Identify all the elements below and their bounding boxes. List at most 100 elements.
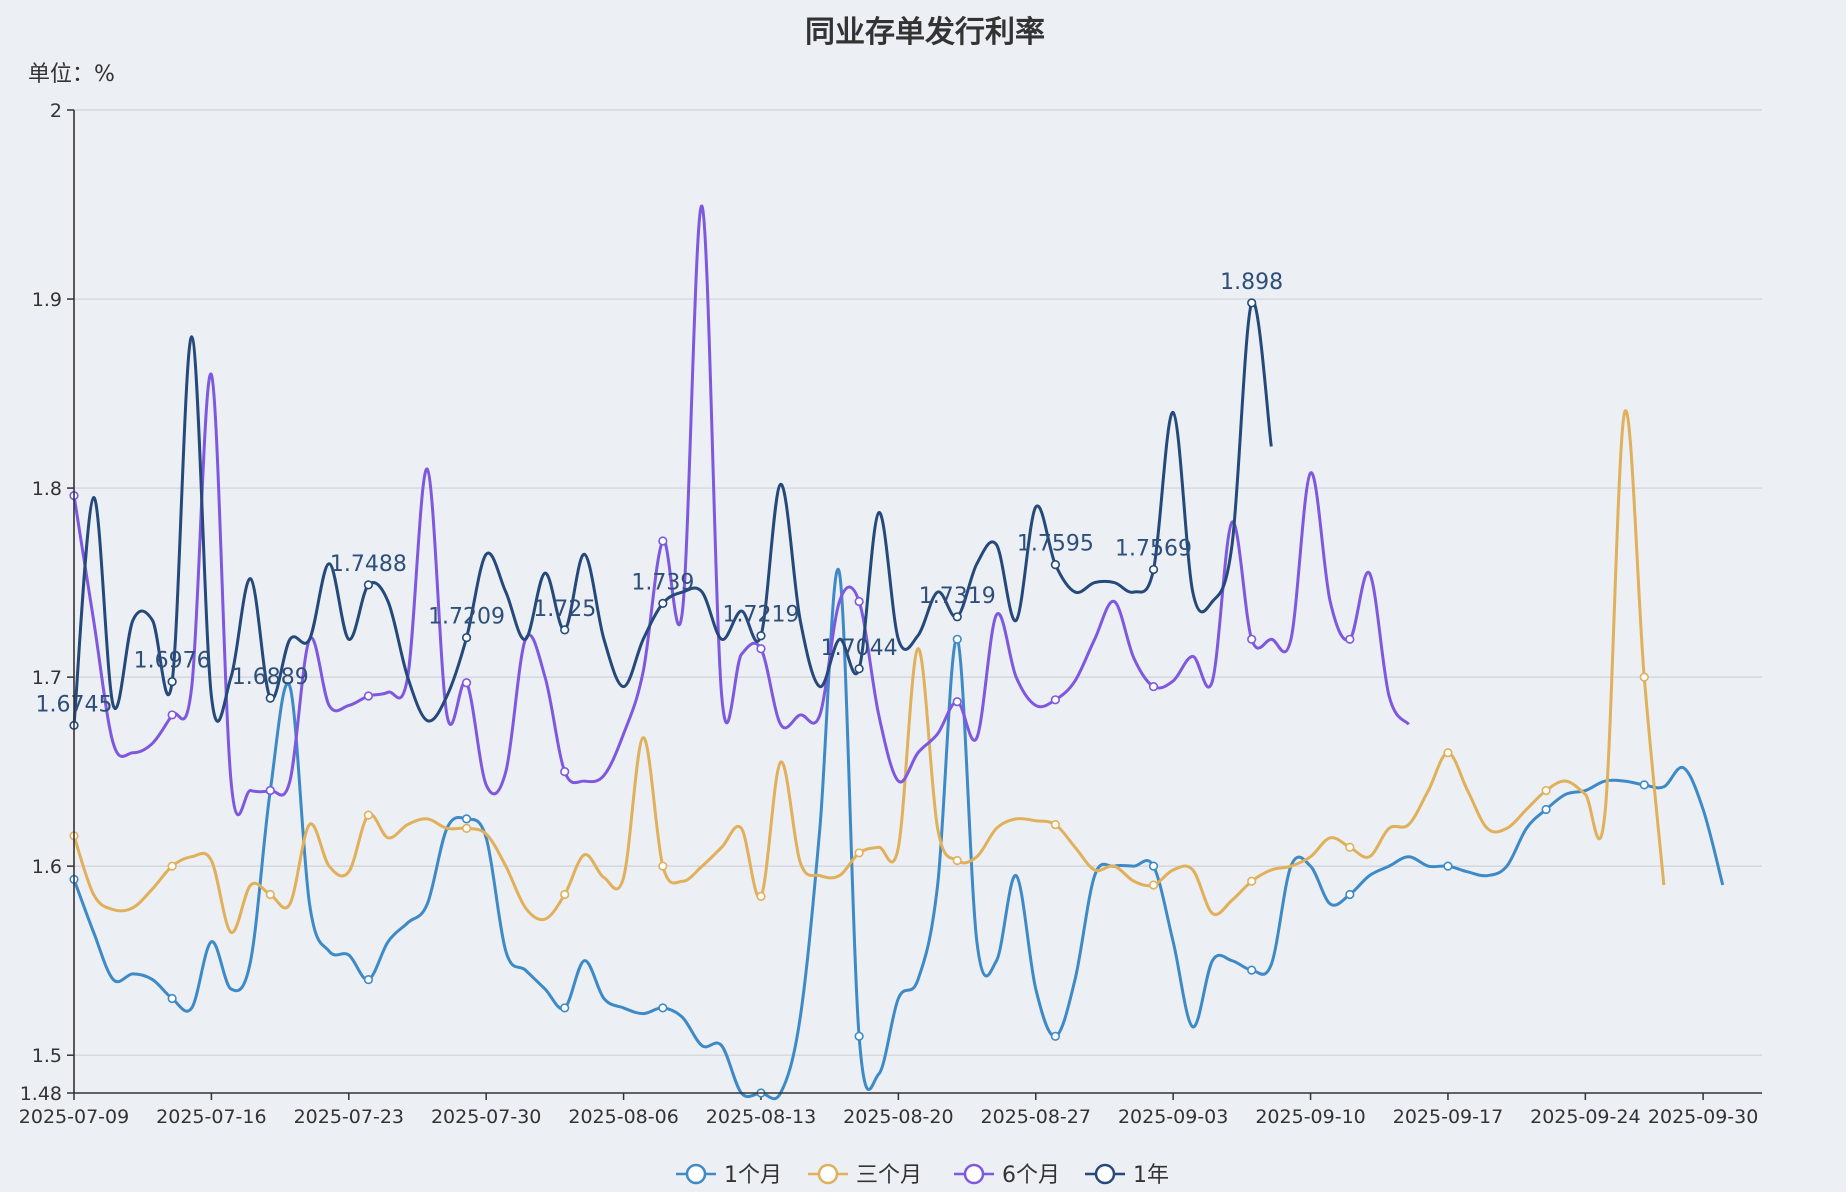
x-tick-label: 2025-09-24 [1530,1106,1640,1128]
x-tick-label: 2025-07-09 [19,1106,129,1128]
x-tick-label: 2025-09-17 [1393,1106,1503,1128]
data-point [1148,681,1159,692]
data-point [756,644,766,654]
y-tick-label: 1.6 [32,856,62,878]
data-point [560,767,570,777]
series-line-6个月 [72,204,1410,817]
x-tick-label: 2025-08-06 [568,1106,678,1128]
data-point [658,598,668,608]
y-tick-label: 1.9 [32,289,62,311]
legend-label[interactable]: 6个月 [1002,1163,1060,1188]
data-point [756,891,766,902]
data-label: 1.7219 [722,603,799,628]
data-point [363,810,374,820]
x-tick-label: 2025-08-27 [981,1106,1091,1128]
data-label: 1.7595 [1017,532,1094,557]
grid-lines [74,109,1762,1056]
data-label: 1.739 [631,570,694,595]
legend[interactable]: 1个月 三个月 6个月 1年 [676,1163,1169,1188]
data-point [1443,861,1453,871]
data-point [1148,861,1159,871]
data-point [1247,876,1257,886]
legend-marker [1094,1163,1116,1185]
data-point [1148,880,1159,890]
legend-marker [963,1163,985,1185]
x-tick-label: 2025-08-13 [706,1106,816,1128]
data-point [854,664,864,674]
legend-marker [817,1163,839,1185]
data-point [854,848,864,858]
x-tick-label: 2025-07-30 [431,1106,541,1128]
x-tick-label: 2025-07-23 [294,1106,404,1128]
data-label: 1.7044 [821,636,898,661]
data-label: 1.6889 [232,665,309,690]
data-point [1050,1031,1060,1041]
legend-label[interactable]: 1年 [1133,1163,1169,1188]
data-point [461,814,472,824]
data-point [265,785,275,796]
y-tick-label: 1.7 [32,667,62,689]
data-label: 1.898 [1220,270,1283,295]
data-point [560,625,570,635]
data-point [1541,785,1551,796]
data-point [1541,804,1551,815]
legend-label[interactable]: 1个月 [724,1163,782,1188]
y-tick-label: 1.48 [20,1083,62,1105]
data-point [1345,889,1355,900]
data-point [854,1031,864,1041]
data-point [1247,965,1257,975]
data-point [952,612,962,622]
data-point [461,823,472,833]
data-label: 1.6976 [134,649,211,674]
data-point [658,1003,668,1013]
x-axis-ticks: 2025-07-09 2025-07-16 2025-07-23 2025-07-30… [19,1093,1758,1128]
x-tick-label: 2025-07-16 [156,1106,266,1128]
x-tick-label: 2025-08-20 [843,1106,953,1128]
data-label: 1.725 [533,597,596,622]
data-point [952,855,962,866]
data-point [1443,748,1453,758]
data-point [1050,560,1060,570]
legend-label[interactable]: 三个月 [856,1163,922,1188]
series-markers [69,298,1649,1098]
y-tick-label: 1.5 [32,1045,62,1067]
chart-title: 同业存单发行利率 [805,15,1045,50]
data-point [265,889,275,900]
data-point [1247,634,1257,644]
data-point [363,691,374,701]
data-point [1050,695,1060,705]
series-line-三个月 [72,409,1666,934]
data-point [658,861,668,871]
data-point [560,889,570,900]
data-point [1639,780,1649,790]
data-point [461,633,472,643]
series-line-1年 [72,299,1273,726]
data-point [1345,842,1355,852]
data-point [1639,672,1649,682]
data-point [363,974,374,985]
legend-marker [685,1163,707,1185]
data-point [560,1003,570,1013]
series-lines [72,204,1725,1101]
data-point [167,993,177,1004]
data-label: 1.7319 [919,584,996,609]
data-point [265,693,275,703]
y-tick-label: 2 [50,100,62,122]
data-point [854,596,864,607]
data-point [1148,564,1159,575]
data-label: 1.7209 [428,605,505,630]
data-label: 1.7488 [330,552,407,577]
x-tick-label: 2025-09-30 [1648,1106,1758,1128]
data-point [461,678,472,688]
data-point [1345,634,1355,644]
x-tick-label: 2025-09-10 [1255,1106,1365,1128]
x-tick-label: 2025-09-03 [1118,1106,1228,1128]
data-point [658,536,668,546]
unit-label: 单位：% [28,62,115,87]
data-point [952,697,962,707]
data-point [167,710,177,720]
data-label: 1.7569 [1115,537,1192,562]
data-point [167,677,177,687]
